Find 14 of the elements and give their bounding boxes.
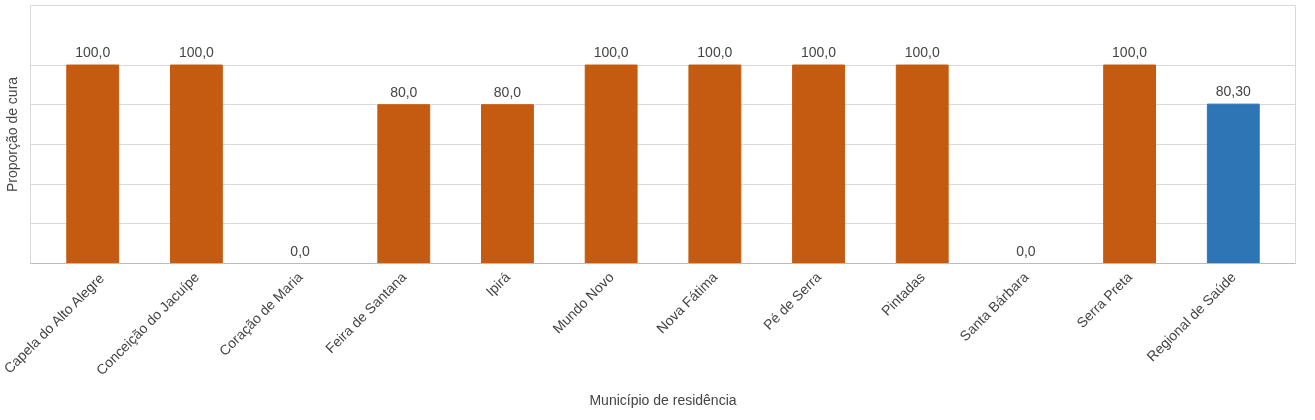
data-label: 0,0 [1016,242,1036,259]
data-label: 100,0 [593,44,629,61]
data-label: 100,0 [1112,44,1148,61]
data-label: 0,0 [290,242,311,259]
data-label: 80,0 [390,83,418,100]
y-axis-title: Proporção de cura [3,76,20,193]
x-axis-title: Município de residência [589,391,737,408]
data-label: 100,0 [697,44,733,61]
data-label: 80,0 [493,83,522,100]
data-label: 100,0 [904,44,940,61]
data-label: 100,0 [75,44,111,61]
data-label: 100,0 [178,44,215,61]
data-label: 100,0 [801,44,837,61]
data-label: 80,30 [1215,83,1252,100]
